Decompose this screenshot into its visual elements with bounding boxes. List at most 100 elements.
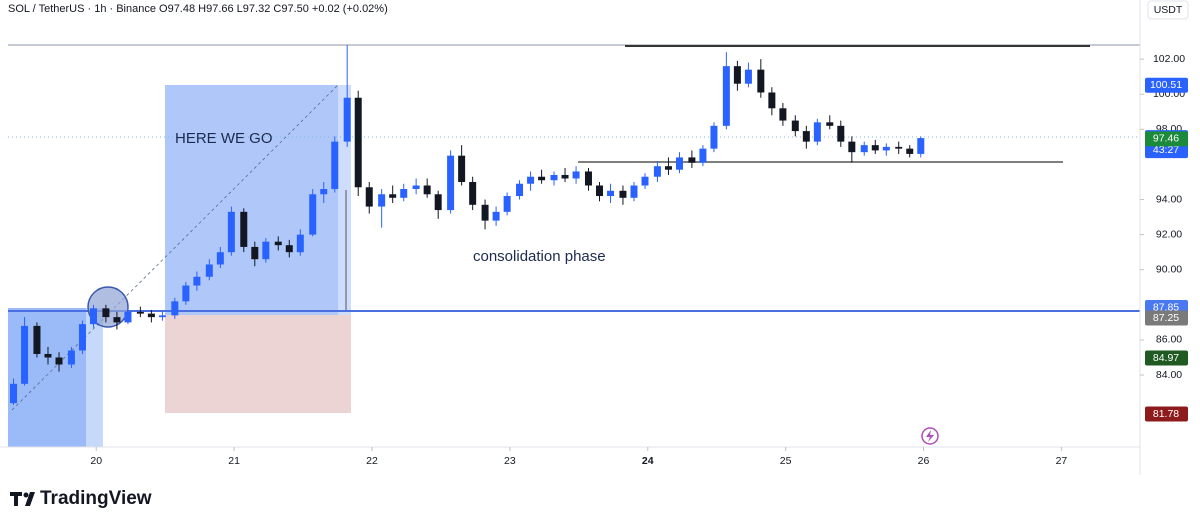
brand: TradingView bbox=[40, 488, 152, 509]
candle-body bbox=[124, 311, 132, 323]
price-badge-label: 87.25 bbox=[1153, 312, 1179, 324]
candle-body bbox=[768, 92, 776, 109]
candle-body bbox=[664, 166, 672, 170]
candle-body bbox=[400, 189, 408, 198]
currency: USDT bbox=[1154, 4, 1183, 16]
candle-body bbox=[193, 276, 201, 286]
candle-body bbox=[699, 148, 707, 163]
drawing-box bbox=[338, 85, 351, 315]
axes: USDT 102.00100.0098.0094.0092.0090.0086.… bbox=[0, 0, 1189, 475]
x-tick-label: 25 bbox=[780, 455, 792, 467]
y-tick-label: 92.00 bbox=[1156, 228, 1182, 240]
candle-body bbox=[596, 185, 604, 197]
price-badge-label: 81.78 bbox=[1153, 408, 1179, 420]
candle-body bbox=[113, 317, 121, 323]
candle-body bbox=[653, 166, 661, 177]
drawing-box bbox=[165, 315, 351, 413]
annotation: HERE WE GO bbox=[175, 130, 273, 147]
candle-body bbox=[331, 141, 339, 190]
candle-body bbox=[630, 185, 638, 198]
y-tick-label: 94.00 bbox=[1156, 193, 1182, 205]
candle-body bbox=[871, 145, 879, 151]
candle-body bbox=[251, 246, 259, 260]
candle-body bbox=[619, 190, 627, 198]
candle-body bbox=[561, 174, 569, 179]
y-tick-label: 90.00 bbox=[1156, 264, 1182, 276]
drawing-box bbox=[8, 308, 86, 447]
price-badge-label: 100.51 bbox=[1150, 79, 1182, 91]
candle-body bbox=[262, 241, 270, 260]
candle-body bbox=[791, 120, 799, 132]
candle-body bbox=[492, 211, 500, 221]
countdown: 43:27 bbox=[1153, 144, 1179, 156]
x-tick-label: 23 bbox=[504, 455, 516, 467]
y-tick-label: 84.00 bbox=[1156, 369, 1182, 381]
candle-body bbox=[906, 148, 914, 154]
candle-body bbox=[412, 185, 420, 190]
candle-body bbox=[21, 325, 29, 384]
candle-body bbox=[423, 185, 431, 195]
candle-body bbox=[102, 308, 110, 318]
candle-body bbox=[447, 155, 455, 211]
price-badge bbox=[1145, 406, 1188, 422]
candle-body bbox=[147, 313, 155, 318]
candle-body bbox=[354, 97, 362, 188]
candle-body bbox=[44, 353, 52, 358]
candle-body bbox=[458, 155, 466, 182]
x-tick-label: 24 bbox=[642, 455, 654, 467]
currency-box bbox=[1147, 0, 1189, 20]
candle-body bbox=[813, 122, 821, 142]
candle-body bbox=[481, 204, 489, 221]
candle-body bbox=[389, 194, 397, 198]
annotation: consolidation phase bbox=[473, 248, 606, 265]
candle-body bbox=[378, 194, 386, 207]
candle-body bbox=[779, 108, 787, 121]
candle-body bbox=[365, 187, 373, 207]
candle-body bbox=[722, 66, 730, 126]
y-tick-label: 86.00 bbox=[1156, 334, 1182, 346]
y-tick-label: 102.00 bbox=[1153, 53, 1185, 65]
candle-body bbox=[848, 141, 856, 153]
header: SOL / TetherUS · 1h · Binance O97.48 H97… bbox=[8, 3, 388, 15]
candle-body bbox=[78, 324, 86, 351]
candle-body bbox=[538, 176, 546, 181]
x-tick-label: 22 bbox=[366, 455, 378, 467]
candle-body bbox=[469, 181, 477, 205]
candles bbox=[10, 45, 925, 405]
candle-body bbox=[55, 357, 63, 365]
candle-body bbox=[802, 131, 810, 142]
price-badge bbox=[1145, 131, 1188, 147]
price-badge-label: 84.97 bbox=[1153, 352, 1179, 364]
trend-line bbox=[11, 84, 339, 411]
candle-body bbox=[826, 122, 834, 126]
candle-body bbox=[584, 171, 592, 186]
highlight-circle bbox=[87, 286, 129, 328]
candle-body bbox=[607, 190, 615, 197]
candle-body bbox=[917, 138, 925, 154]
price-badge-label: 97.46 bbox=[1153, 133, 1179, 145]
candle-body bbox=[274, 241, 282, 246]
candle-body bbox=[641, 176, 649, 186]
candle-body bbox=[343, 97, 351, 142]
candle-body bbox=[550, 174, 558, 181]
candle-body bbox=[227, 211, 235, 253]
candle-body bbox=[10, 383, 18, 404]
candle-body bbox=[240, 211, 248, 247]
candle-body bbox=[837, 125, 845, 142]
candle-body bbox=[895, 146, 903, 149]
candle-body bbox=[757, 69, 765, 93]
candle-body bbox=[516, 183, 524, 197]
candle-body bbox=[710, 125, 718, 149]
candle-body bbox=[158, 315, 166, 318]
price-badge bbox=[1145, 77, 1188, 93]
x-tick-label: 20 bbox=[90, 455, 102, 467]
candle-body bbox=[733, 66, 741, 84]
candle-body bbox=[182, 285, 190, 302]
candle-body bbox=[744, 69, 752, 84]
x-tick-label: 27 bbox=[1056, 455, 1068, 467]
candle-body bbox=[205, 264, 213, 277]
candle-body bbox=[309, 194, 317, 235]
price-badge bbox=[1145, 350, 1188, 366]
price-badge-label: 87.85 bbox=[1153, 301, 1179, 313]
